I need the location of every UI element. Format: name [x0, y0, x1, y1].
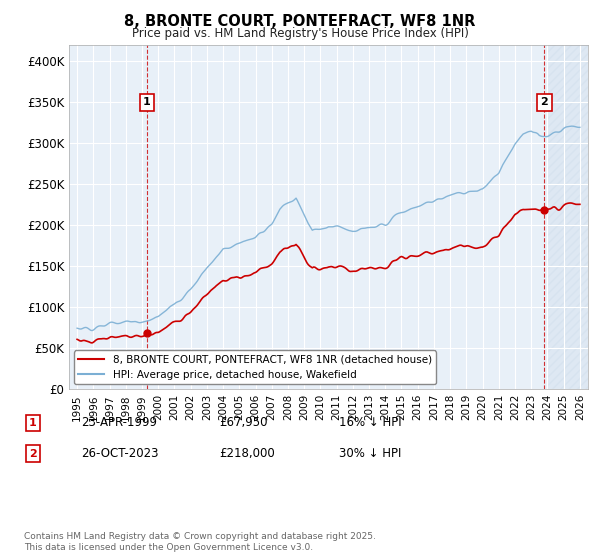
Text: 1: 1 [143, 97, 151, 107]
Text: 2: 2 [29, 449, 37, 459]
Legend: 8, BRONTE COURT, PONTEFRACT, WF8 1NR (detached house), HPI: Average price, detac: 8, BRONTE COURT, PONTEFRACT, WF8 1NR (de… [74, 351, 436, 384]
Text: Price paid vs. HM Land Registry's House Price Index (HPI): Price paid vs. HM Land Registry's House … [131, 27, 469, 40]
Text: Contains HM Land Registry data © Crown copyright and database right 2025.
This d: Contains HM Land Registry data © Crown c… [24, 532, 376, 552]
Text: 8, BRONTE COURT, PONTEFRACT, WF8 1NR: 8, BRONTE COURT, PONTEFRACT, WF8 1NR [124, 14, 476, 29]
Text: 16% ↓ HPI: 16% ↓ HPI [339, 416, 401, 430]
Bar [547, 45, 588, 389]
Text: £67,950: £67,950 [219, 416, 268, 430]
Text: 2: 2 [541, 97, 548, 107]
Text: £218,000: £218,000 [219, 447, 275, 460]
Text: 26-OCT-2023: 26-OCT-2023 [81, 447, 158, 460]
Text: 30% ↓ HPI: 30% ↓ HPI [339, 447, 401, 460]
Text: 1: 1 [29, 418, 37, 428]
Text: 23-APR-1999: 23-APR-1999 [81, 416, 157, 430]
